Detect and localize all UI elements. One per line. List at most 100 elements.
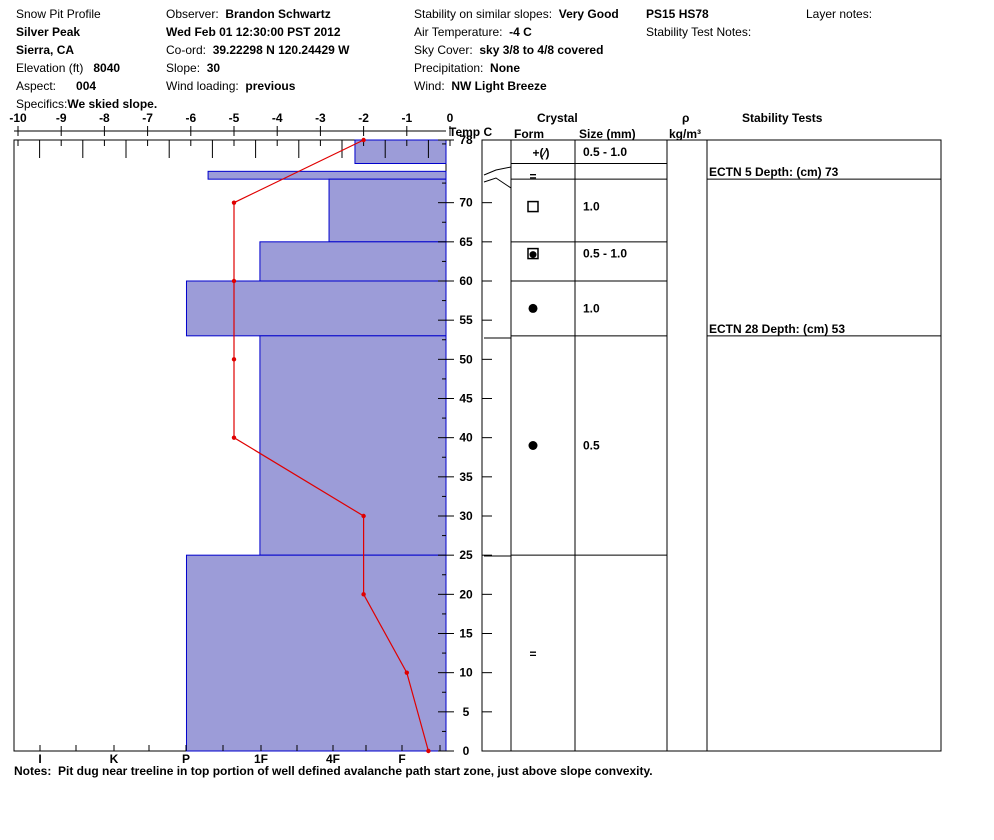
temperature-point — [426, 748, 431, 754]
sky-label: Sky Cover: — [414, 43, 473, 57]
specifics-value: We skied slope. — [67, 97, 158, 111]
crystal-table: Crystal Form Size (mm) ρ kg/m³ Stability… — [481, 111, 942, 752]
temperature-point — [361, 137, 366, 143]
temperature-profile — [231, 137, 431, 754]
slope-value: 30 — [206, 61, 221, 75]
temp-tick-label: 0 — [447, 111, 454, 125]
temp-tick-label: -3 — [315, 111, 326, 125]
observer-row: Observer: Brandon Schwartz — [166, 7, 331, 21]
slope-label: Slope: — [166, 61, 201, 75]
crystal-table-frame — [481, 139, 942, 752]
height-tick-label: 70 — [459, 196, 473, 210]
precip-label: Precipitation: — [414, 61, 484, 75]
temp-axis-label: Temp C — [449, 125, 492, 139]
precip-value: None — [490, 61, 521, 75]
height-tick-label: 35 — [459, 470, 473, 484]
sky-value: sky 3/8 to 4/8 covered — [479, 43, 604, 57]
height-tick-label: 50 — [459, 352, 473, 366]
stability-test-notes-label: Stability Test Notes: — [646, 25, 752, 39]
precip-fragment-icon: +(⁄) — [532, 146, 549, 160]
elevation-label: Elevation (ft) — [16, 61, 84, 75]
air-temp-label: Air Temperature: — [414, 25, 503, 39]
observer-label: Observer: — [166, 7, 219, 21]
hardness-layer — [354, 139, 447, 164]
coord-value: 39.22298 N 120.24429 W — [212, 43, 350, 57]
wind-loading-value: previous — [245, 79, 296, 93]
temperature-point — [231, 435, 237, 440]
temperature-point — [404, 670, 409, 675]
temp-tick-label: -1 — [401, 111, 412, 125]
precip-row: Precipitation: None — [414, 61, 520, 75]
temp-tick-label: -8 — [99, 111, 110, 125]
wind-value: NW Light Breeze — [451, 79, 547, 93]
grain-size-label: 1.0 — [583, 301, 600, 315]
hardness-axis-label: F — [398, 752, 405, 766]
temp-tick-label: -10 — [9, 111, 27, 125]
hardness-layer — [259, 335, 447, 556]
grain-size-label: 1.0 — [583, 200, 600, 214]
observation-date: Wed Feb 01 12:30:00 PST 2012 — [166, 25, 341, 39]
hardness-axis-label: 1F — [254, 752, 268, 766]
wind-loading-label: Wind loading: — [166, 79, 239, 93]
specifics-row: Specifics:We skied slope. — [16, 97, 157, 111]
aspect-value: 004 — [76, 79, 97, 93]
height-tick-label: 78 — [459, 133, 473, 147]
observer-value: Brandon Schwartz — [225, 7, 331, 21]
stability-test-entries: ECTN 5 Depth: (cm) 73 ECTN 28 Depth: (cm)… — [709, 165, 845, 336]
height-tick-label: 40 — [459, 431, 473, 445]
aspect-row: Aspect: 004 — [16, 79, 96, 93]
layer-connector — [483, 166, 512, 176]
grain-size-label: 0.5 - 1.0 — [583, 145, 627, 159]
ps-hs: PS15 HS78 — [646, 7, 709, 21]
melt-freeze-icon: = — [529, 169, 536, 183]
slope-row: Slope: 30 — [166, 61, 220, 75]
notes-row: Notes: Pit dug near treeline in top port… — [14, 764, 653, 778]
coord-label: Co-ord: — [166, 43, 207, 57]
stability-test-label: ECTN 5 Depth: (cm) 73 — [709, 165, 839, 179]
elevation-value: 8040 — [93, 61, 121, 75]
aspect-label: Aspect: — [16, 79, 57, 93]
melt-freeze-icon: = — [529, 647, 536, 661]
axis-ticks: -10 -9 -8 -7 -6 -5 -4 -3 -2 -1 0051015202530354045… — [9, 111, 492, 766]
rounded-grain-icon — [528, 303, 538, 313]
coord-row: Co-ord: 39.22298 N 120.24429 W — [166, 43, 349, 57]
air-temp-value: -4 C — [509, 25, 532, 39]
crystal-header: Crystal — [537, 111, 578, 125]
hardness-layer — [207, 170, 447, 180]
grain-size-label: 0.5 - 1.0 — [583, 247, 627, 261]
height-tick-label: 55 — [459, 313, 473, 327]
height-tick-label: 60 — [459, 274, 473, 288]
temperature-point — [231, 278, 237, 284]
hardness-layer — [259, 241, 447, 282]
rounding-faceted-icon — [527, 247, 539, 260]
height-tick-label: 10 — [459, 666, 473, 680]
temp-tick-label: -6 — [185, 111, 196, 125]
height-tick-label: 15 — [459, 627, 473, 641]
temperature-point — [361, 513, 366, 519]
air-temp-row: Air Temperature: -4 C — [414, 25, 532, 39]
height-tick-label: 65 — [459, 235, 473, 249]
location-name: Silver Peak — [16, 25, 81, 39]
region: Sierra, CA — [16, 43, 75, 57]
wind-loading-row: Wind loading: previous — [166, 79, 295, 93]
height-tick-label: 0 — [463, 744, 470, 758]
layer-notes-label: Layer notes: — [806, 7, 873, 21]
temperature-point — [231, 357, 237, 362]
temperature-point — [361, 592, 366, 597]
rounding-faceted-dot-icon — [529, 251, 537, 259]
notes-label: Notes: — [14, 764, 52, 778]
stability-tests-header: Stability Tests — [742, 111, 823, 125]
stability-row: Stability on similar slopes: Very Good — [414, 7, 619, 21]
elevation-row: Elevation (ft) 8040 — [16, 61, 120, 75]
crystal-rows: +(⁄) 0.5 - 1.0 = 1.0 0.5 - 1.0 1.0 0.5 = — [483, 145, 941, 661]
sky-row: Sky Cover: sky 3/8 to 4/8 covered — [414, 43, 603, 57]
hardness-axis-label: K — [110, 752, 119, 766]
hardness-axis-label: I — [38, 752, 41, 766]
hardness-layer — [185, 280, 447, 337]
profile-title: Snow Pit Profile — [16, 7, 101, 21]
stability-test-label: ECTN 28 Depth: (cm) 53 — [709, 322, 845, 336]
density-unit-header: kg/m³ — [669, 127, 701, 141]
form-header: Form — [514, 127, 544, 141]
height-tick-label: 30 — [459, 509, 473, 523]
